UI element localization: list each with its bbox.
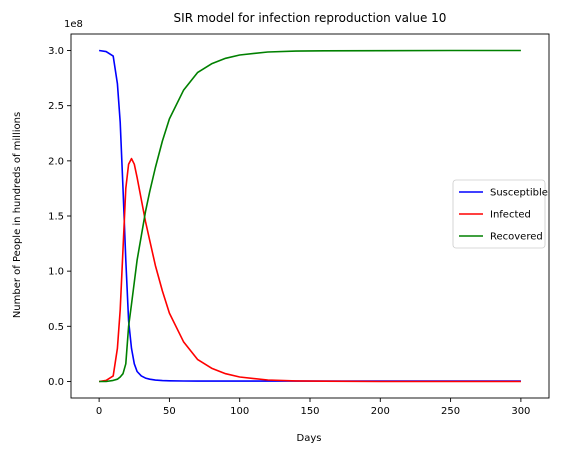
y-tick-label: 2.5 (48, 101, 64, 112)
y-tick-label: 0.0 (48, 377, 64, 388)
x-tick-label: 300 (511, 406, 530, 417)
x-tick-label: 200 (371, 406, 390, 417)
legend-box (452, 179, 546, 249)
series-line-infected (98, 157, 521, 383)
chart-title: SIR model for infection reproduction val… (174, 11, 447, 25)
x-tick-label: 50 (163, 406, 176, 417)
x-tick-label: 250 (441, 406, 460, 417)
legend-label-recovered: Recovered (490, 232, 543, 243)
axes: 0 50 100 150 200 250 300 0.0 0.5 1.0 1.5 2.0 2.5 3.0 (48, 33, 550, 417)
y-offset-label: 1e8 (64, 19, 83, 30)
series-line-recovered (99, 49, 521, 383)
plot-area (98, 49, 521, 383)
y-tick-label: 2.0 (48, 156, 64, 167)
legend-label-infected: Infected (490, 210, 531, 221)
y-tick-label: 1.5 (48, 212, 64, 223)
y-tick-label: 0.5 (48, 322, 64, 333)
x-tick-label: 100 (230, 406, 249, 417)
y-axis-label: Number of People in hundreds of millions (12, 112, 23, 318)
x-tick-label: 150 (300, 406, 319, 417)
legend: Susceptible Infected Recovered (452, 179, 548, 249)
x-tick-label: 0 (96, 406, 102, 417)
legend-label-susceptible: Susceptible (490, 188, 548, 199)
x-axis-label: Days (297, 433, 322, 444)
y-tick-label: 3.0 (48, 46, 64, 57)
y-tick-label: 1.0 (48, 267, 64, 278)
